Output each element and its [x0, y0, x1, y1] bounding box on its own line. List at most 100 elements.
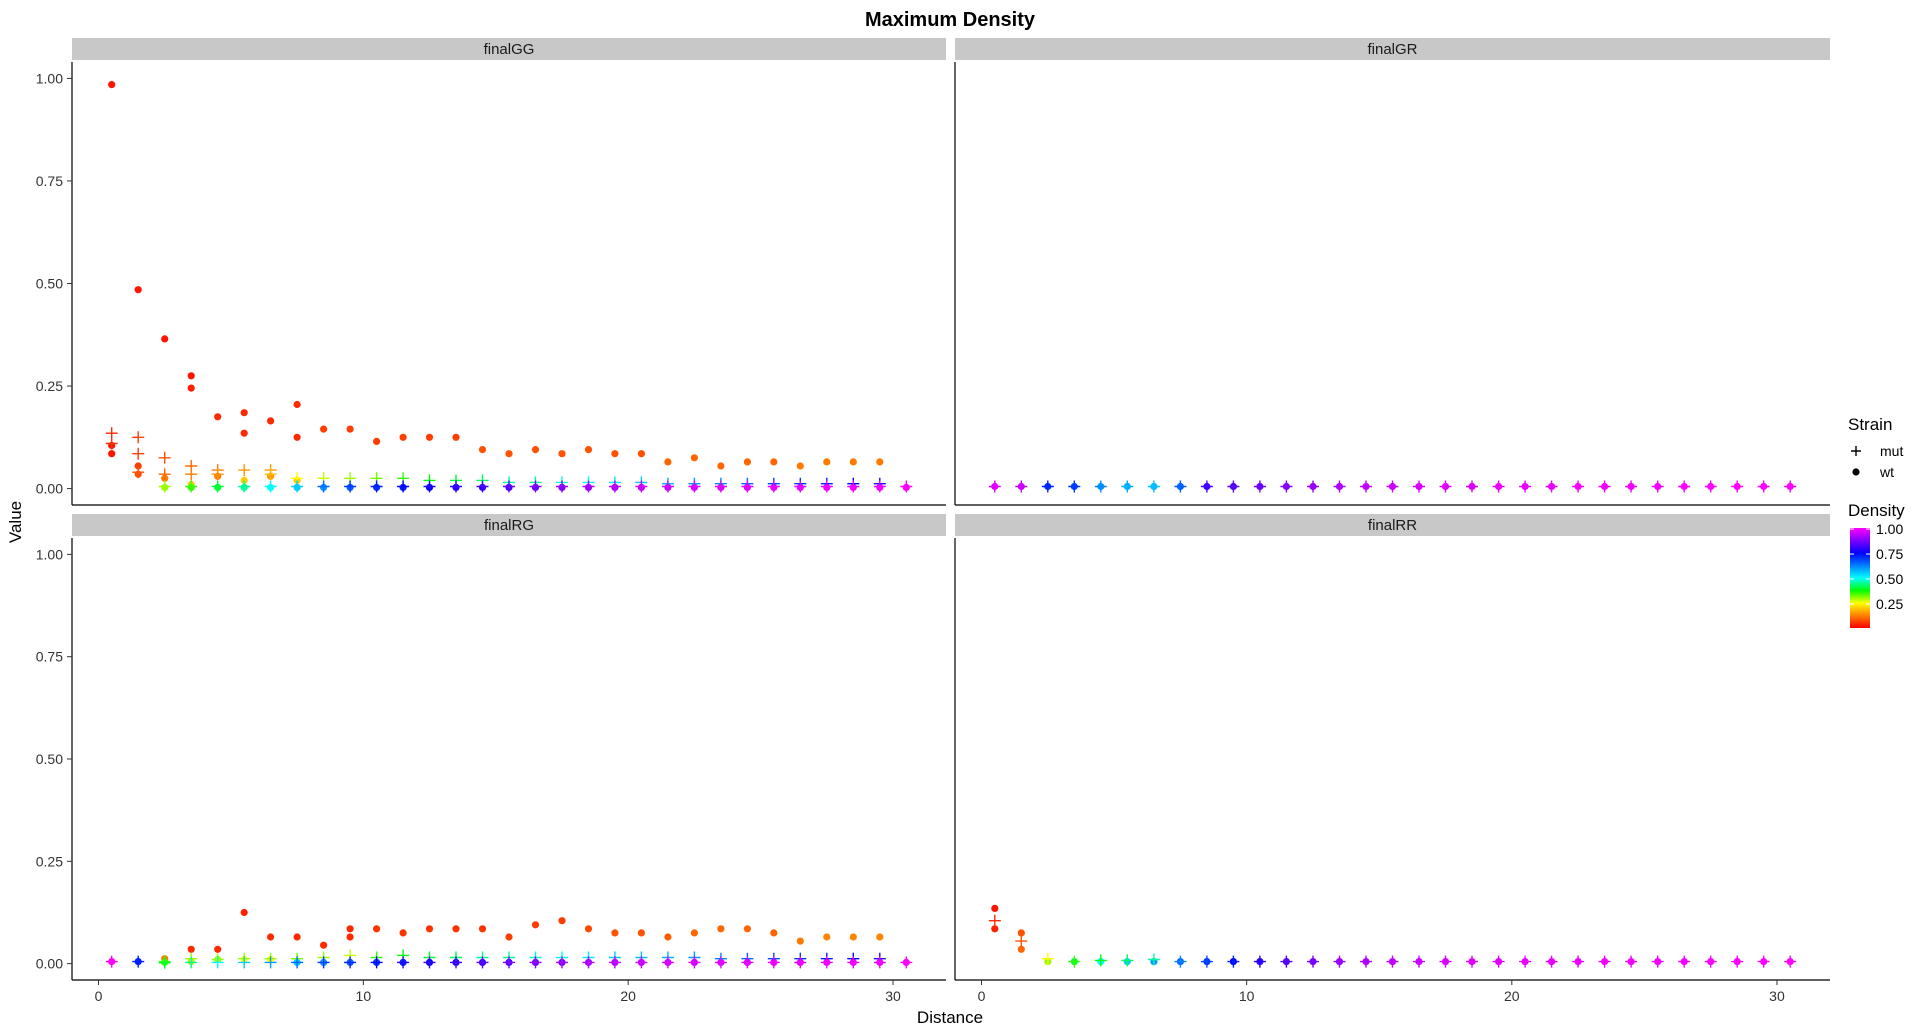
wt-point	[717, 462, 725, 470]
y-tick-label: 1.00	[36, 546, 63, 562]
mut-point	[264, 956, 277, 969]
wt-point	[161, 335, 169, 343]
mut-point	[1757, 955, 1770, 968]
mut-point	[661, 480, 674, 493]
mut-point	[688, 480, 701, 493]
mut-point	[1174, 955, 1187, 968]
mut-point	[105, 955, 118, 968]
wt-point	[267, 417, 275, 425]
mut-point	[529, 956, 542, 969]
mut-point	[794, 956, 807, 969]
mut-point	[1041, 480, 1054, 493]
chart-title: Maximum Density	[865, 9, 1036, 31]
mut-point	[988, 914, 1001, 927]
mut-point	[1068, 955, 1081, 968]
mut-point	[1439, 955, 1452, 968]
wt-point	[293, 400, 301, 409]
mut-point	[1041, 952, 1054, 965]
mut-point	[1731, 955, 1744, 968]
mut-point	[1519, 955, 1532, 968]
mut-point	[1413, 955, 1425, 968]
dot-marker-icon	[1852, 468, 1860, 476]
mut-point	[794, 480, 807, 493]
mut-point	[317, 480, 330, 493]
wt-point	[478, 446, 487, 454]
density-colorbar-ticks: 0.25 0.50 0.75 1.00	[1850, 521, 1903, 612]
mut-point	[847, 480, 860, 493]
mut-point	[1360, 480, 1372, 493]
mut-point	[211, 956, 224, 969]
wt-point	[425, 433, 434, 441]
mut-point	[450, 480, 462, 493]
mut-point	[820, 956, 833, 969]
mut-point	[900, 956, 913, 969]
wt-point	[558, 917, 566, 925]
facet-panel-finalGG: finalGG 0.00 0.25 0.50 0.75 1.00	[36, 38, 946, 506]
mut-point	[1280, 480, 1293, 493]
mut-point	[1200, 480, 1213, 493]
mut-point	[1704, 955, 1717, 968]
mut-point	[158, 468, 171, 481]
mut-point	[1333, 955, 1346, 968]
mut-point	[211, 480, 224, 493]
mut-point	[1704, 480, 1717, 493]
wt-point	[743, 925, 752, 933]
facet-panel-finalRR: finalRR 0 10 20 30	[954, 514, 1830, 1004]
mut-point	[317, 956, 330, 969]
wt-point	[399, 929, 407, 937]
mut-point	[158, 480, 171, 493]
mut-point	[132, 466, 145, 479]
mut-point	[582, 480, 595, 493]
y-tick-label: 0.50	[36, 751, 63, 767]
mut-point	[1572, 480, 1585, 493]
legend-item-wt: wt	[1852, 464, 1894, 480]
wt-point	[664, 458, 672, 466]
mut-point	[264, 468, 277, 481]
y-tick-label: 0.75	[36, 649, 63, 665]
y-tick-label: 0.75	[36, 173, 63, 189]
mut-point	[1678, 480, 1691, 493]
mut-point	[1651, 955, 1664, 968]
wt-point	[425, 925, 434, 933]
wt-point	[214, 413, 222, 421]
wt-point	[240, 476, 248, 484]
mut-point	[1625, 480, 1638, 493]
mut-point	[714, 956, 727, 969]
mut-point	[714, 480, 727, 493]
mut-point	[1439, 480, 1452, 493]
mut-point	[450, 956, 462, 969]
density-legend-title: Density	[1848, 501, 1905, 520]
wt-point	[346, 925, 354, 933]
mut-point	[238, 956, 251, 969]
mut-point	[185, 480, 198, 493]
wt-point	[187, 945, 195, 953]
mut-point	[1147, 953, 1160, 966]
wt-point	[558, 450, 566, 458]
facet-panels: finalGG 0.00 0.25 0.50 0.75 1.00 finalGR finalR…	[36, 38, 1830, 1004]
legend-item-mut: mut	[1851, 443, 1903, 459]
mut-point	[988, 480, 1001, 493]
facet-panel-finalRG: finalRG 0.00 0.25 0.50 0.75 1.00 0 10 20 30	[36, 514, 946, 1004]
mut-point	[1015, 935, 1028, 948]
facet-panel-finalGR: finalGR	[954, 38, 1830, 506]
y-tick-label: 0.25	[36, 853, 63, 869]
mut-point	[1466, 480, 1478, 493]
mut-point	[1386, 955, 1399, 968]
y-tick-label: 0.50	[36, 276, 63, 292]
x-tick-label: 0	[978, 988, 986, 1004]
mut-point	[238, 464, 251, 477]
wt-point	[690, 929, 699, 937]
wt-point	[531, 446, 540, 454]
mut-point	[1651, 480, 1664, 493]
legend: Strain mut wt Density 0.25 0.50 0.75 1.00	[1848, 415, 1905, 628]
facet-strip	[72, 514, 946, 536]
wt-point	[320, 425, 328, 433]
mut-point	[556, 956, 568, 969]
wt-point	[240, 429, 248, 437]
facet-strip	[955, 514, 1830, 536]
mut-point	[1598, 480, 1611, 493]
mut-point	[820, 480, 833, 493]
mut-point	[767, 480, 780, 493]
wt-point	[743, 458, 752, 466]
